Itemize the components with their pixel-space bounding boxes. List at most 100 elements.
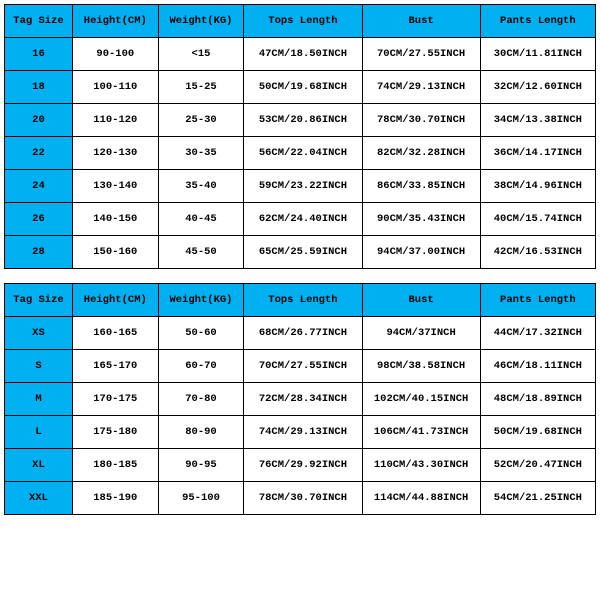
- table-cell: 90-95: [158, 449, 244, 482]
- table-cell: 62CM/24.40INCH: [244, 203, 362, 236]
- table-cell: 80-90: [158, 416, 244, 449]
- table-cell: 180-185: [72, 449, 158, 482]
- table-cell: 94CM/37.00INCH: [362, 236, 480, 269]
- table-cell: 50CM/19.68INCH: [480, 416, 595, 449]
- table-row: S165-17060-7070CM/27.55INCH98CM/38.58INC…: [5, 350, 596, 383]
- size-table-adults: Tag Size Height(CM) Weight(KG) Tops Leng…: [4, 283, 596, 515]
- table-cell: XS: [5, 317, 73, 350]
- table-cell: 150-160: [72, 236, 158, 269]
- table-cell: 40-45: [158, 203, 244, 236]
- table-cell: 40CM/15.74INCH: [480, 203, 595, 236]
- table-cell: 74CM/29.13INCH: [244, 416, 362, 449]
- col-tops-length: Tops Length: [244, 5, 362, 38]
- table-cell: 30CM/11.81INCH: [480, 38, 595, 71]
- table-cell: 94CM/37INCH: [362, 317, 480, 350]
- col-bust: Bust: [362, 284, 480, 317]
- table-cell: 106CM/41.73INCH: [362, 416, 480, 449]
- col-bust: Bust: [362, 5, 480, 38]
- table-cell: 110CM/43.30INCH: [362, 449, 480, 482]
- table-cell: 16: [5, 38, 73, 71]
- table-cell: 56CM/22.04INCH: [244, 137, 362, 170]
- table-row: 24130-14035-4059CM/23.22INCH86CM/33.85IN…: [5, 170, 596, 203]
- table-cell: 86CM/33.85INCH: [362, 170, 480, 203]
- table-header-row: Tag Size Height(CM) Weight(KG) Tops Leng…: [5, 5, 596, 38]
- table-cell: 76CM/29.92INCH: [244, 449, 362, 482]
- table-row: 1690-100<1547CM/18.50INCH70CM/27.55INCH3…: [5, 38, 596, 71]
- table-cell: 70CM/27.55INCH: [362, 38, 480, 71]
- table-row: XS160-16550-6068CM/26.77INCH94CM/37INCH4…: [5, 317, 596, 350]
- table-cell: 53CM/20.86INCH: [244, 104, 362, 137]
- size-table-kids: Tag Size Height(CM) Weight(KG) Tops Leng…: [4, 4, 596, 269]
- table-cell: <15: [158, 38, 244, 71]
- table-cell: 175-180: [72, 416, 158, 449]
- table-cell: 102CM/40.15INCH: [362, 383, 480, 416]
- table-row: 20110-12025-3053CM/20.86INCH78CM/30.70IN…: [5, 104, 596, 137]
- table-cell: 48CM/18.89INCH: [480, 383, 595, 416]
- table-cell: M: [5, 383, 73, 416]
- table-cell: 68CM/26.77INCH: [244, 317, 362, 350]
- table-cell: 78CM/30.70INCH: [244, 482, 362, 515]
- table-cell: 25-30: [158, 104, 244, 137]
- table-row: M170-17570-8072CM/28.34INCH102CM/40.15IN…: [5, 383, 596, 416]
- col-tag-size: Tag Size: [5, 284, 73, 317]
- table-cell: 38CM/14.96INCH: [480, 170, 595, 203]
- table-cell: XXL: [5, 482, 73, 515]
- table-cell: 34CM/13.38INCH: [480, 104, 595, 137]
- table-row: L175-18080-9074CM/29.13INCH106CM/41.73IN…: [5, 416, 596, 449]
- table-cell: 90CM/35.43INCH: [362, 203, 480, 236]
- table-body-adults: XS160-16550-6068CM/26.77INCH94CM/37INCH4…: [5, 317, 596, 515]
- table-cell: 50CM/19.68INCH: [244, 71, 362, 104]
- table-cell: 22: [5, 137, 73, 170]
- col-tops-length: Tops Length: [244, 284, 362, 317]
- col-height: Height(CM): [72, 5, 158, 38]
- size-chart-container: Tag Size Height(CM) Weight(KG) Tops Leng…: [0, 0, 600, 519]
- table-cell: 74CM/29.13INCH: [362, 71, 480, 104]
- table-cell: 185-190: [72, 482, 158, 515]
- table-cell: 170-175: [72, 383, 158, 416]
- table-cell: 140-150: [72, 203, 158, 236]
- table-cell: 44CM/17.32INCH: [480, 317, 595, 350]
- table-cell: 20: [5, 104, 73, 137]
- col-weight: Weight(KG): [158, 5, 244, 38]
- table-cell: 52CM/20.47INCH: [480, 449, 595, 482]
- table-cell: 32CM/12.60INCH: [480, 71, 595, 104]
- table-cell: 18: [5, 71, 73, 104]
- table-cell: L: [5, 416, 73, 449]
- col-pants-length: Pants Length: [480, 284, 595, 317]
- table-cell: 35-40: [158, 170, 244, 203]
- table-row: XXL185-19095-10078CM/30.70INCH114CM/44.8…: [5, 482, 596, 515]
- table-cell: 100-110: [72, 71, 158, 104]
- table-cell: 70-80: [158, 383, 244, 416]
- table-cell: 160-165: [72, 317, 158, 350]
- table-cell: 120-130: [72, 137, 158, 170]
- table-cell: XL: [5, 449, 73, 482]
- table-cell: 24: [5, 170, 73, 203]
- table-cell: 15-25: [158, 71, 244, 104]
- table-cell: 98CM/38.58INCH: [362, 350, 480, 383]
- table-cell: 45-50: [158, 236, 244, 269]
- table-cell: 95-100: [158, 482, 244, 515]
- table-cell: 65CM/25.59INCH: [244, 236, 362, 269]
- col-pants-length: Pants Length: [480, 5, 595, 38]
- table-cell: 54CM/21.25INCH: [480, 482, 595, 515]
- table-cell: 130-140: [72, 170, 158, 203]
- table-row: 18100-11015-2550CM/19.68INCH74CM/29.13IN…: [5, 71, 596, 104]
- table-row: 22120-13030-3556CM/22.04INCH82CM/32.28IN…: [5, 137, 596, 170]
- table-cell: 36CM/14.17INCH: [480, 137, 595, 170]
- table-cell: 26: [5, 203, 73, 236]
- table-row: XL180-18590-9576CM/29.92INCH110CM/43.30I…: [5, 449, 596, 482]
- table-cell: 78CM/30.70INCH: [362, 104, 480, 137]
- table-cell: 28: [5, 236, 73, 269]
- table-cell: 72CM/28.34INCH: [244, 383, 362, 416]
- table-body-kids: 1690-100<1547CM/18.50INCH70CM/27.55INCH3…: [5, 38, 596, 269]
- table-cell: 110-120: [72, 104, 158, 137]
- table-row: 26140-15040-4562CM/24.40INCH90CM/35.43IN…: [5, 203, 596, 236]
- table-row: 28150-16045-5065CM/25.59INCH94CM/37.00IN…: [5, 236, 596, 269]
- table-cell: 165-170: [72, 350, 158, 383]
- col-tag-size: Tag Size: [5, 5, 73, 38]
- col-weight: Weight(KG): [158, 284, 244, 317]
- table-cell: 47CM/18.50INCH: [244, 38, 362, 71]
- table-cell: S: [5, 350, 73, 383]
- table-cell: 50-60: [158, 317, 244, 350]
- table-gap: [4, 269, 596, 283]
